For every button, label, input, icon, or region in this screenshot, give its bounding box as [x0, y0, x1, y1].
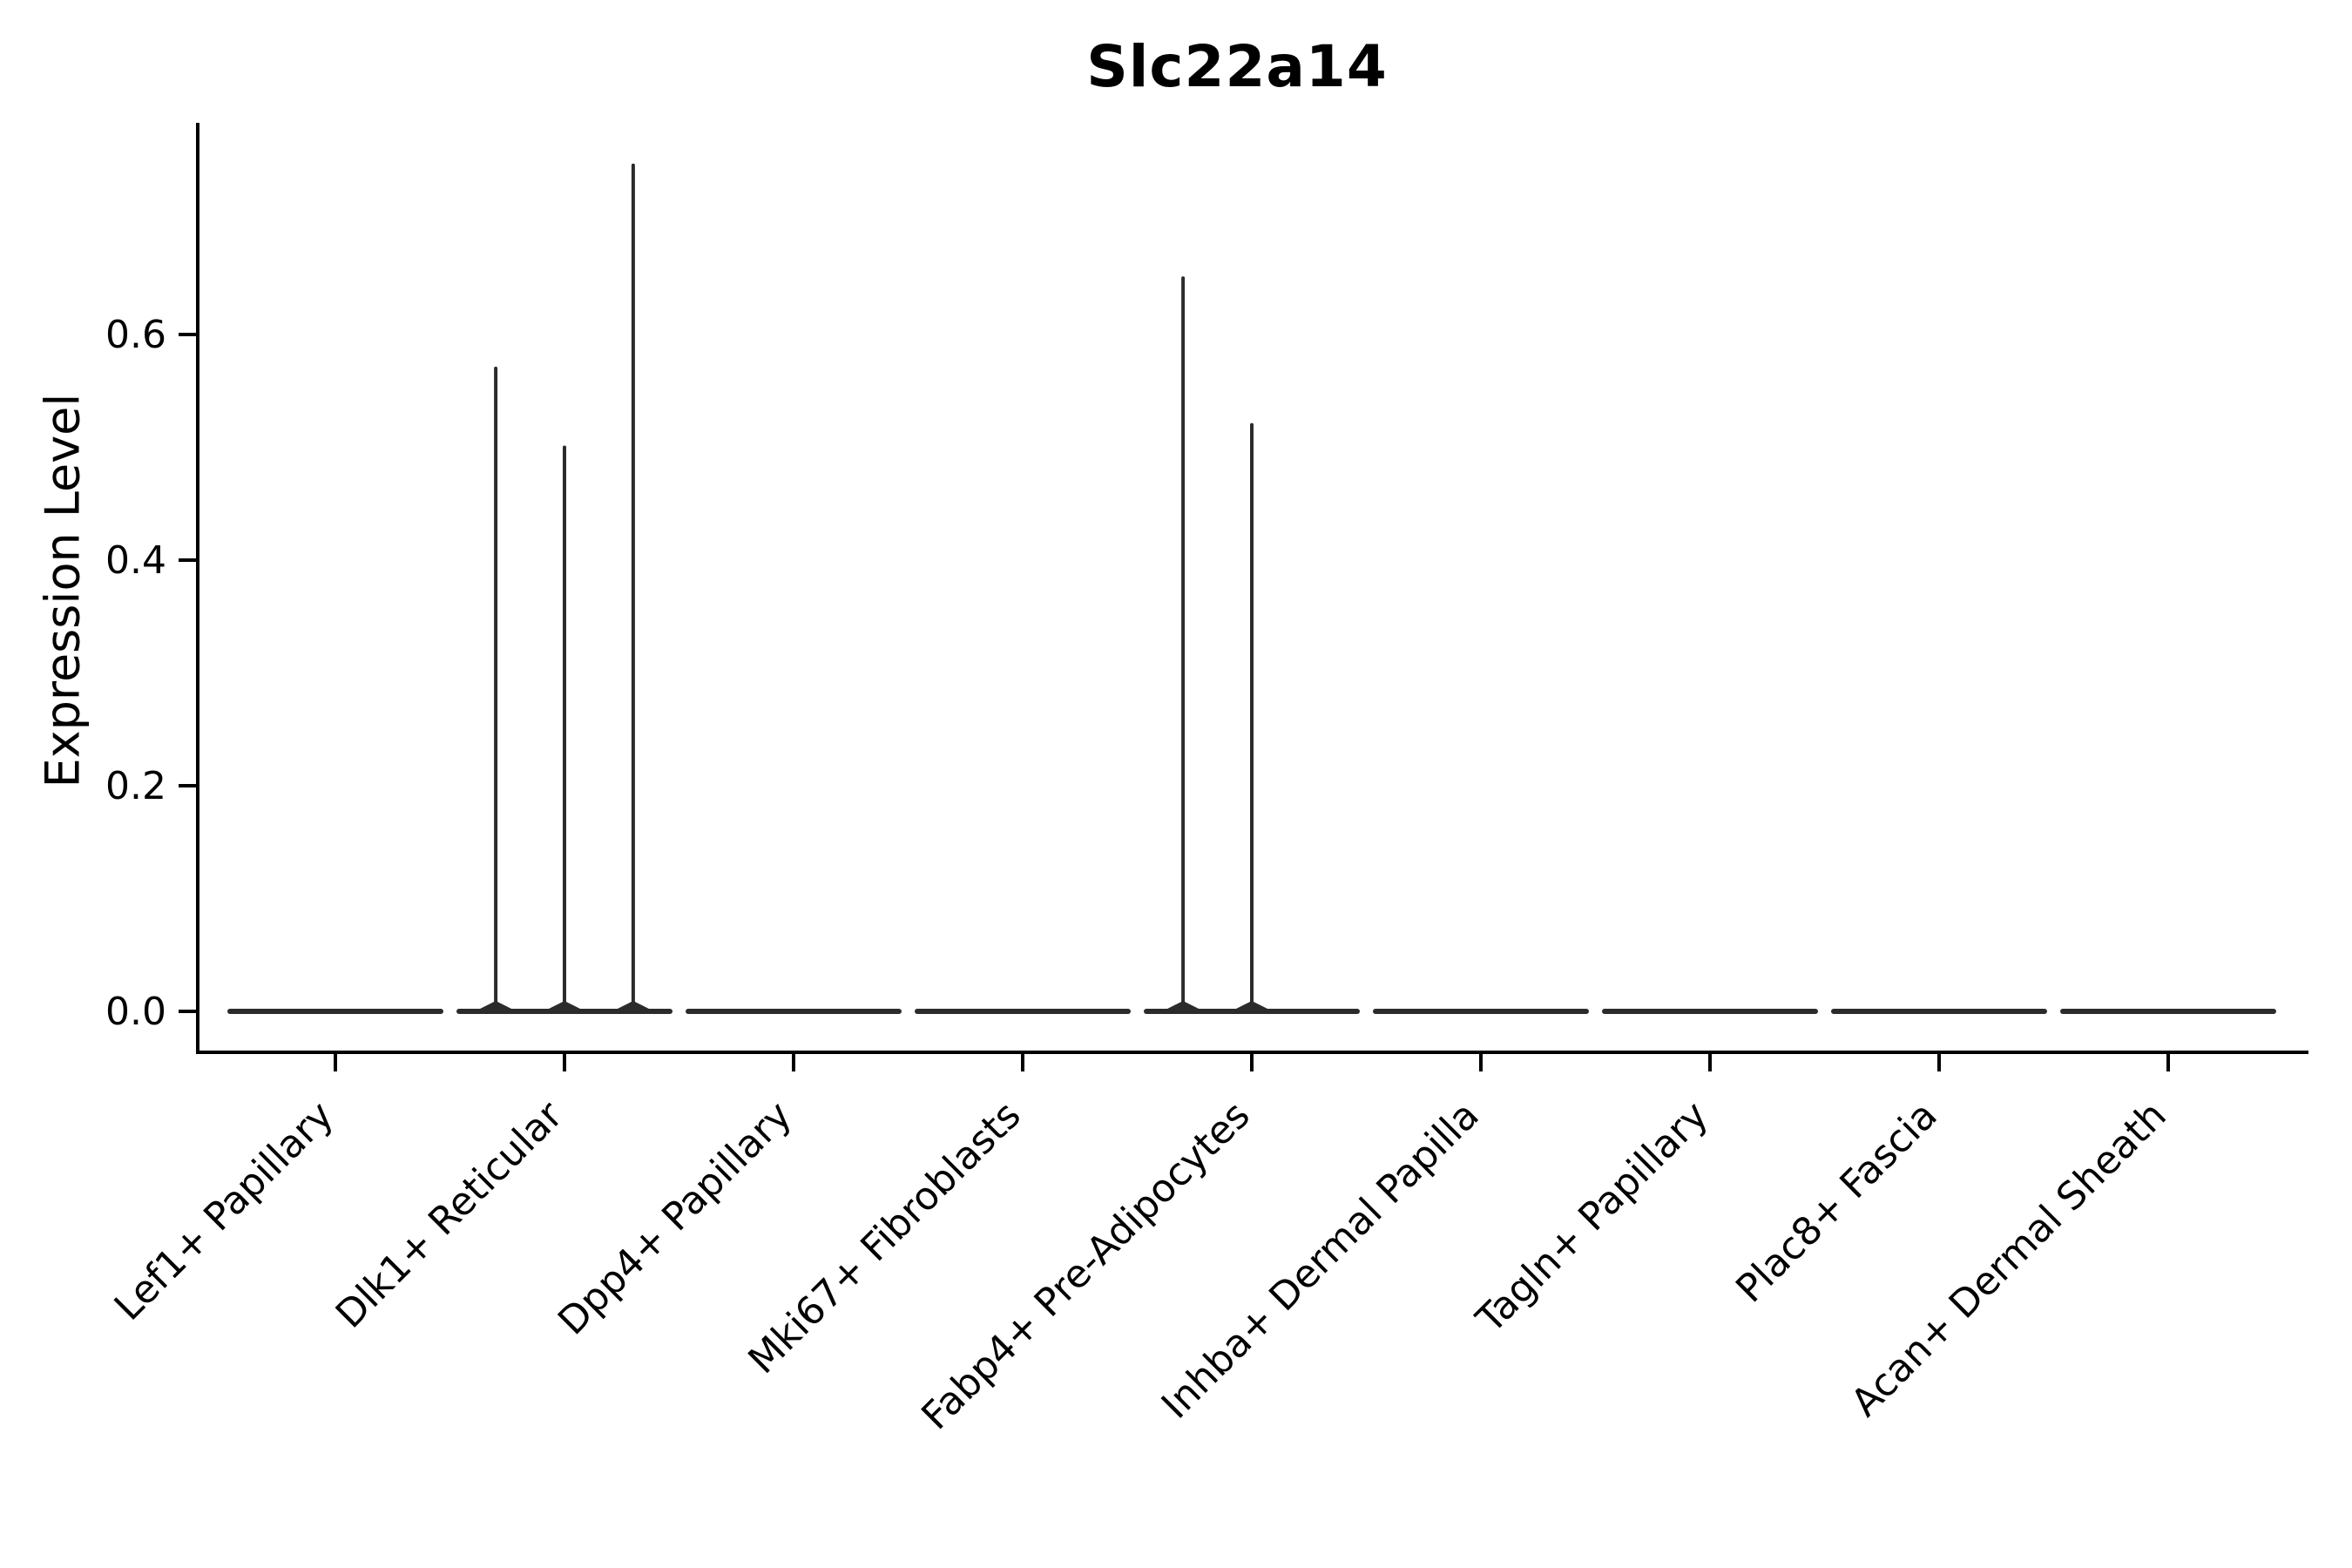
x-tick-label: Dpp4+ Papillary — [550, 1093, 801, 1344]
x-tick-label: Plac8+ Fascia — [1727, 1093, 1946, 1312]
chart-title: Slc22a14 — [1086, 33, 1388, 100]
x-tick-label: Tagln+ Papillary — [1468, 1093, 1717, 1342]
y-tick-label: 0.4 — [105, 538, 166, 583]
x-tick-label: Lef1+ Papillary — [106, 1093, 342, 1329]
y-tick-label: 0.2 — [105, 764, 166, 808]
x-tick-label: Dlk1+ Reticular — [328, 1092, 572, 1337]
y-tick-label: 0.0 — [105, 990, 166, 1034]
y-tick-label: 0.6 — [105, 313, 166, 357]
